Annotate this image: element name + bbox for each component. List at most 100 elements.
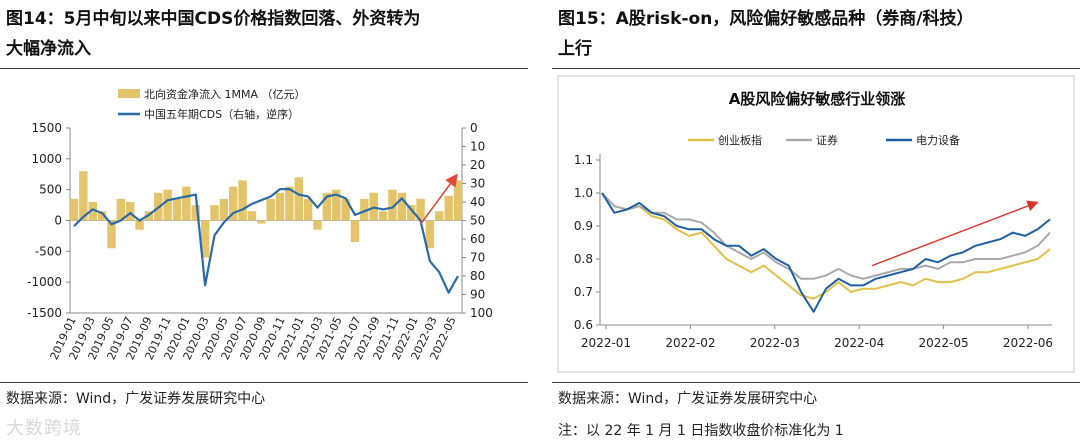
northbound-bar (116, 198, 126, 221)
northbound-bar (388, 189, 397, 221)
figure-15-source: 数据来源：Wind，广发证券发展研究中心 (558, 391, 818, 407)
y-right-tick-label: 80 (470, 269, 485, 283)
northbound-bar (435, 211, 444, 221)
y-tick-label: 0.7 (574, 285, 593, 299)
northbound-bar (88, 202, 97, 221)
figure-14-source-rule (0, 382, 528, 383)
northbound-bar (275, 192, 285, 221)
northbound-bar (266, 198, 275, 221)
figure-14-title-line1: 5月中旬以来中国CDS价格指数回落、外资转为 (63, 9, 421, 29)
northbound-bar (172, 198, 182, 221)
legend-swatch-northbound (118, 89, 140, 98)
series-line (601, 192, 1051, 280)
northbound-bar (79, 171, 88, 221)
x-tick-label: 2022-05 (919, 336, 969, 350)
series-line (601, 192, 1051, 300)
northbound-bar (229, 186, 238, 221)
northbound-bar (107, 220, 116, 249)
y-right-tick-label: 30 (470, 177, 485, 191)
northbound-bar (313, 220, 322, 230)
x-tick-label: 2022-04 (834, 336, 884, 350)
figure-15-title-line2: 上行 (558, 39, 592, 59)
y-tick-label: 0.6 (574, 318, 593, 332)
figure-15-title-rule (552, 68, 1080, 69)
figure-15-title-line1: A股risk-on，风险偏好敏感品种（券商/科技） (615, 9, 974, 29)
figure-15-source-rule (552, 382, 1080, 383)
northbound-bar (303, 198, 313, 221)
y-right-tick-label: 40 (470, 195, 485, 209)
x-tick-label: 2022-06 (1003, 336, 1053, 350)
northbound-bar (406, 205, 416, 221)
y-left-tick-label: 500 (39, 183, 62, 197)
northbound-bar (285, 186, 294, 221)
y-left-tick-label: -1500 (27, 306, 62, 320)
watermark-logo: 大数跨境 (6, 418, 82, 439)
chart-frame (557, 75, 1075, 373)
legend-label-northbound: 北向资金净流入 1MMA （亿元） (144, 87, 306, 101)
northbound-bar (416, 198, 425, 221)
y-left-tick-label: -500 (35, 244, 62, 258)
northbound-bar (378, 211, 388, 221)
northbound-bar (397, 192, 407, 221)
northbound-bar (294, 177, 303, 221)
northbound-bar (97, 211, 107, 221)
y-right-tick-label: 90 (470, 288, 485, 302)
x-tick-label: 2022-01 (581, 336, 631, 350)
y-right-tick-label: 100 (470, 306, 493, 320)
northbound-bar (210, 205, 219, 221)
northbound-bar (247, 211, 257, 221)
northbound-bar (163, 189, 172, 221)
y-right-tick-label: 50 (470, 214, 485, 228)
y-right-tick-label: 10 (470, 140, 485, 154)
figure-14-title-line2: 大幅净流入 (6, 39, 91, 59)
x-tick-label: 2022-03 (750, 336, 800, 350)
figure-14-svg: 北向资金净流入 1MMA （亿元）中国五年期CDS（右轴，逆序）15001000… (27, 87, 493, 362)
legend-label: 证券 (816, 133, 838, 147)
y-tick-label: 1.0 (574, 186, 593, 200)
northbound-bar (425, 220, 435, 249)
cds-line (73, 187, 459, 294)
legend-label-cds: 中国五年期CDS（右轴，逆序） (144, 107, 299, 121)
trend-arrow (419, 173, 458, 225)
northbound-bar (341, 198, 350, 221)
northbound-bar (360, 198, 369, 221)
figure-14-chart: 北向资金净流入 1MMA （亿元） 中国五年期CDS（右轴，逆序） 1500 1000… (0, 72, 528, 378)
northbound-bar (125, 202, 135, 221)
figure-15-title: 图15：A股risk-on，风险偏好敏感品种（券商/科技） 上行 (558, 4, 1074, 64)
y-left-tick-label: 1000 (31, 152, 62, 166)
northbound-bar (238, 180, 247, 221)
northbound-bar (322, 192, 332, 221)
y-right-tick-label: 0 (470, 121, 478, 135)
northbound-bar (332, 189, 341, 221)
northbound-bar (182, 186, 191, 221)
figure-15-panel: 图15：A股risk-on，风险偏好敏感品种（券商/科技） 上行 A股风险偏好敏… (552, 0, 1080, 444)
figure-14-title-rule (0, 68, 528, 69)
series-line (601, 192, 1051, 313)
northbound-bar (444, 195, 453, 221)
figure-15-label: 图15： (558, 9, 616, 29)
northbound-bar (69, 198, 79, 221)
trend-arrow (871, 200, 1039, 267)
northbound-bar (135, 220, 144, 230)
y-left-tick-label: 1500 (31, 121, 62, 135)
x-tick-label: 2022-02 (665, 336, 715, 350)
y-left-tick-label: -1000 (27, 275, 62, 289)
y-tick-label: 0.9 (574, 219, 593, 233)
northbound-bar (191, 205, 200, 221)
figure-14-label: 图14： (6, 9, 64, 29)
northbound-bar (200, 220, 210, 258)
y-tick-label: 1.1 (574, 153, 593, 167)
northbound-bar (257, 220, 266, 224)
figure-15-chart: A股风险偏好敏感行业领涨 创业板指 证券 电力设备 1.1 1.0 0.9 0.8 0.7 0.6… (552, 72, 1080, 378)
y-right-tick-label: 20 (470, 158, 485, 172)
figure-14-title: 图14：5月中旬以来中国CDS价格指数回落、外资转为 大幅净流入 (6, 4, 522, 64)
figure-14-panel: 图14：5月中旬以来中国CDS价格指数回落、外资转为 大幅净流入 北向资金净流入… (0, 0, 528, 444)
legend-label: 创业板指 (718, 133, 762, 147)
y-tick-label: 0.8 (574, 252, 593, 266)
northbound-bar (219, 198, 229, 221)
northbound-bar (350, 220, 360, 243)
chart-title: A股风险偏好敏感行业领涨 (729, 90, 906, 108)
y-right-tick-label: 60 (470, 232, 485, 246)
y-left-tick-label: 0 (54, 214, 62, 228)
